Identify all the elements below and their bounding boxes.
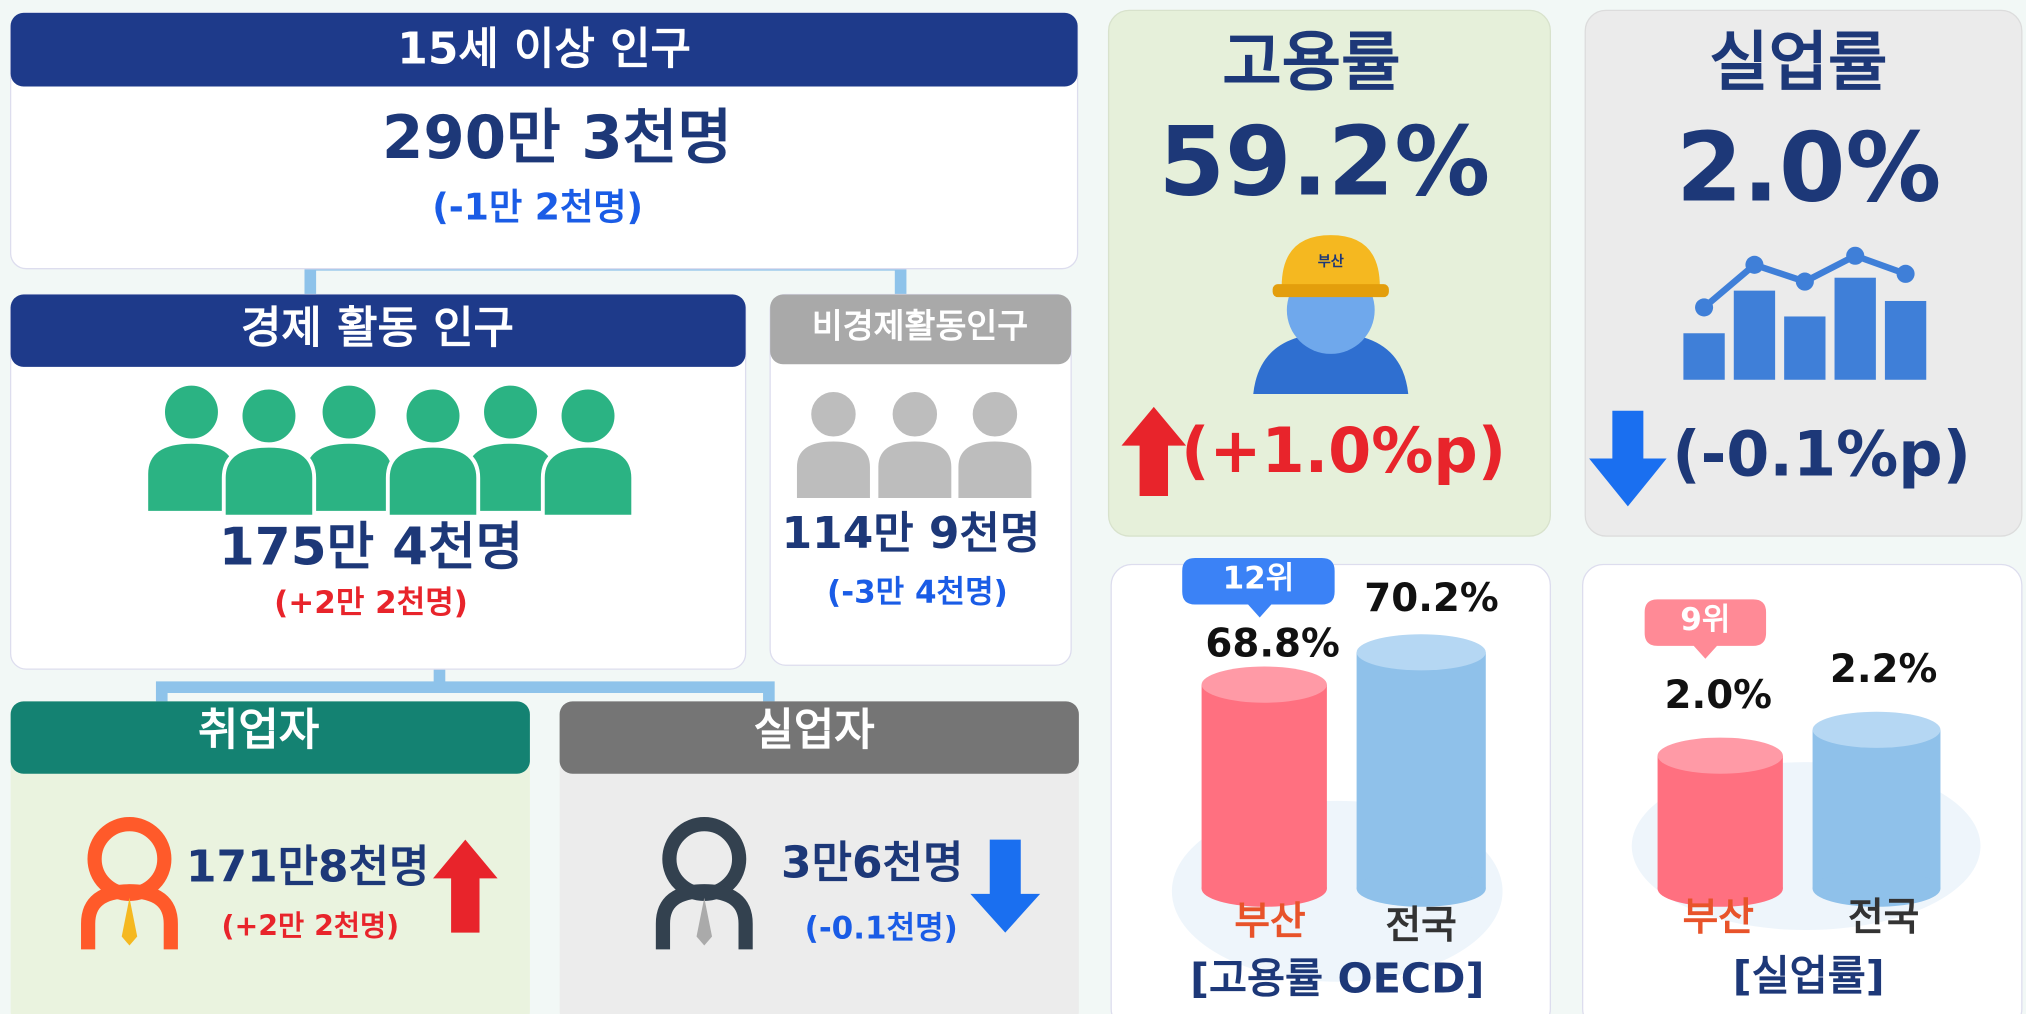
title: 15세 이상 인구 (397, 24, 691, 75)
header (10, 294, 746, 367)
down-arrow (970, 839, 1041, 933)
up-arrow (1121, 406, 1187, 497)
person (874, 437, 956, 502)
cylinder (1356, 652, 1486, 889)
value: 59.2% (1159, 105, 1491, 217)
change: (-1만 2천명) (432, 185, 643, 228)
box (10, 701, 530, 1014)
cylinder (1201, 666, 1327, 703)
person (301, 439, 397, 515)
person (221, 443, 317, 519)
helmet-label: 부산 (1318, 253, 1344, 270)
busan-label: 부산 (1683, 895, 1754, 940)
national-value: 70.2% (1364, 576, 1498, 621)
title: 실업자 (753, 704, 874, 755)
title: 취업자 (198, 704, 319, 755)
change: (-0.1천명) (805, 911, 958, 947)
title: 경제 활동 인구 (241, 303, 514, 354)
badge (1182, 558, 1335, 618)
person (888, 388, 941, 441)
national-value: 2.2% (1830, 647, 1937, 692)
cylinder (1812, 711, 1941, 748)
down-arrow (1589, 410, 1667, 507)
header (10, 12, 1078, 87)
person (557, 385, 619, 447)
person (402, 385, 464, 447)
worker-icon (1253, 235, 1409, 394)
cylinder (1812, 729, 1941, 889)
change: (+1.0%p) (1181, 414, 1506, 487)
cylinder (1812, 870, 1941, 907)
busan-value: 68.8% (1205, 621, 1339, 666)
caption: [실업률] (1733, 952, 1885, 1000)
person (807, 388, 860, 441)
value: 171만8천명 (186, 841, 429, 892)
person (540, 443, 636, 519)
national-label: 전국 (1848, 895, 1919, 940)
busan-value: 2.0% (1665, 673, 1772, 718)
chart-icon (1683, 246, 1927, 380)
box (559, 701, 1079, 1014)
title: 비경제활동인구 (812, 307, 1028, 346)
person (954, 437, 1036, 502)
person (238, 385, 300, 447)
cylinder (1356, 634, 1486, 671)
change: (+2만 2천명) (222, 909, 400, 942)
header (10, 701, 530, 774)
cylinder (1201, 684, 1327, 889)
decoration (9, 9, 2023, 1014)
person (318, 381, 380, 443)
title: 실업률 (1709, 26, 1887, 101)
change: (+2만 2천명) (274, 585, 468, 621)
value: 114만 9천명 (782, 508, 1041, 559)
cylinder (1201, 870, 1327, 907)
person (161, 381, 222, 443)
change: (-0.1%p) (1672, 418, 1971, 491)
person (968, 388, 1022, 441)
person (385, 443, 481, 519)
title: 고용률 (1222, 26, 1400, 101)
header (559, 701, 1079, 774)
cylinder (1657, 737, 1783, 774)
busan-label: 부산 (1234, 899, 1305, 944)
rank: 9위 (1680, 602, 1730, 638)
cylinder (1356, 870, 1486, 907)
national-label: 전국 (1386, 903, 1457, 948)
value: 2.0% (1676, 112, 1941, 224)
rank: 12위 (1223, 560, 1295, 596)
cylinder (1657, 755, 1783, 889)
person (480, 381, 541, 443)
value: 290만 3천명 (382, 104, 732, 173)
connector (155, 665, 775, 704)
value: 175만 4천명 (219, 517, 523, 577)
header (770, 294, 1072, 365)
caption: [고용률 OECD] (1190, 955, 1484, 1003)
value: 3만6천명 (781, 837, 963, 888)
person (793, 437, 874, 502)
cylinder (1657, 870, 1783, 907)
up-arrow (433, 839, 498, 933)
badge (1644, 599, 1767, 659)
person-icon (81, 817, 753, 950)
change: (-3만 4천명) (827, 575, 1008, 611)
